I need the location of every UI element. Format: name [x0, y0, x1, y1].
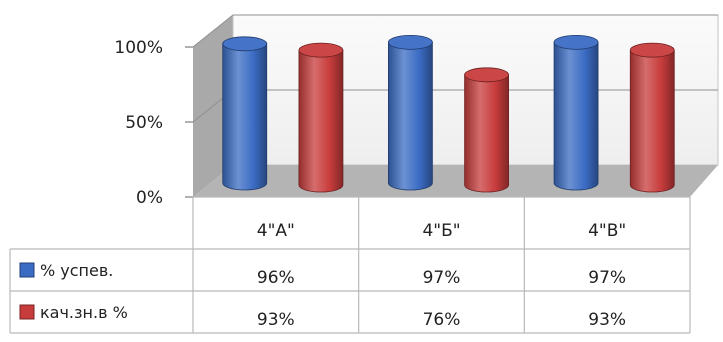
- bar-uspev-0: [222, 36, 268, 191]
- legend-swatch: [19, 304, 35, 320]
- y-tick-label: 0%: [136, 188, 163, 208]
- bars: [222, 34, 675, 193]
- legend-label: % успев.: [40, 261, 113, 280]
- category-label: 4"А": [257, 221, 295, 241]
- bar-top: [553, 34, 599, 50]
- legend-swatch: [19, 262, 35, 278]
- table-cell-value: 96%: [257, 268, 295, 288]
- y-tick-label: 50%: [125, 113, 163, 133]
- bar-top: [629, 42, 675, 58]
- data-table: 4"А" 4"Б" 4"В" % успев. 96% 97% 97% кач.зн.в % 9…: [9, 196, 691, 334]
- y-tick-label: 100%: [114, 38, 163, 58]
- legend-label: кач.зн.в %: [40, 303, 128, 322]
- bar-kach-2: [629, 42, 675, 193]
- bar-kach-0: [298, 42, 344, 193]
- bar-body: [629, 49, 675, 193]
- bar-top: [464, 67, 510, 83]
- bar-body: [298, 49, 344, 193]
- table-cell-value: 97%: [588, 268, 626, 288]
- y-axis-ticks: 0% 50% 100%: [114, 38, 193, 208]
- gridline-side: [192, 14, 234, 48]
- bar-top: [387, 34, 433, 50]
- table-cell-value: 93%: [257, 310, 295, 330]
- bar-top: [298, 42, 344, 58]
- bar-top: [222, 36, 268, 52]
- bar-body: [464, 74, 510, 193]
- category-label: 4"В": [588, 221, 626, 241]
- table-cell-value: 76%: [423, 310, 461, 330]
- category-label: 4"Б": [422, 221, 460, 241]
- bar-body: [553, 41, 599, 191]
- table-cell-value: 97%: [423, 268, 461, 288]
- bar-body: [387, 41, 433, 191]
- table-cell-value: 93%: [588, 310, 626, 330]
- bar-body: [222, 43, 268, 191]
- bar-kach-1: [464, 67, 510, 193]
- bar-uspev-1: [387, 34, 433, 191]
- bar-uspev-2: [553, 34, 599, 191]
